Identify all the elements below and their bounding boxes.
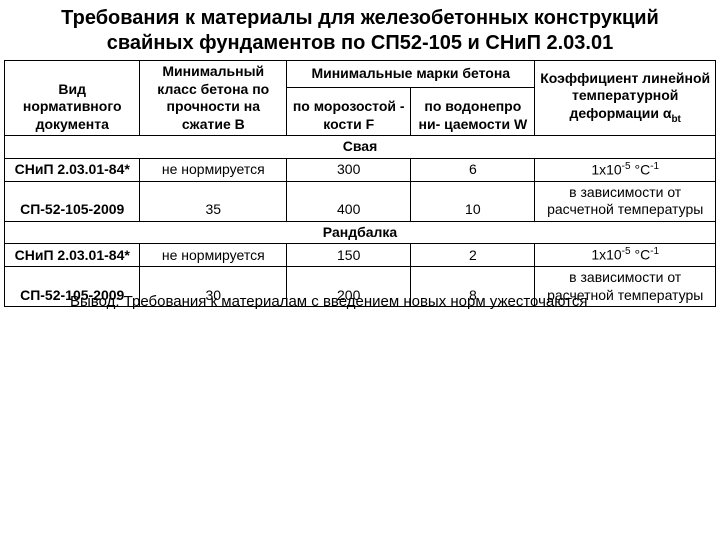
page-title: Требования к материалы для железобетонны… [0, 0, 720, 60]
section-label: Свая [5, 136, 716, 159]
cell-class: не нормируется [140, 158, 287, 181]
cell-water: 10 [411, 181, 535, 221]
cell-water: 6 [411, 158, 535, 181]
cell-water: 2 [411, 244, 535, 267]
header-frost: по морозостой - кости F [287, 88, 411, 136]
header-class: Минимальный класс бетона по прочности на… [140, 61, 287, 136]
cell-class: не нормируется [140, 244, 287, 267]
cell-coef: 1x10-5 °С-1 [535, 244, 716, 267]
header-coef: Коэффициент линейной температурной дефор… [535, 61, 716, 136]
cell-doc: СНиП 2.03.01-84* [5, 244, 140, 267]
cell-frost: 400 [287, 181, 411, 221]
requirements-table: Вид нормативного документа Минимальный к… [4, 60, 716, 307]
header-doc: Вид нормативного документа [5, 61, 140, 136]
footer-text: Вывод: Требования к материалам с введени… [0, 293, 720, 311]
cell-doc: СП-52-105-2009 [5, 181, 140, 221]
cell-class: 35 [140, 181, 287, 221]
cell-frost: 300 [287, 158, 411, 181]
cell-coef: в зависимости от расчетной температуры [535, 181, 716, 221]
cell-doc: СНиП 2.03.01-84* [5, 158, 140, 181]
header-water: по водонепро ни- цаемости W [411, 88, 535, 136]
header-coef-sub: bt [671, 114, 680, 125]
header-coef-text: Коэффициент линейной температурной дефор… [540, 70, 710, 121]
cell-frost: 150 [287, 244, 411, 267]
section-label: Рандбалка [5, 221, 716, 244]
header-marks-group: Минимальные марки бетона [287, 61, 535, 88]
cell-coef: 1x10-5 °С-1 [535, 158, 716, 181]
